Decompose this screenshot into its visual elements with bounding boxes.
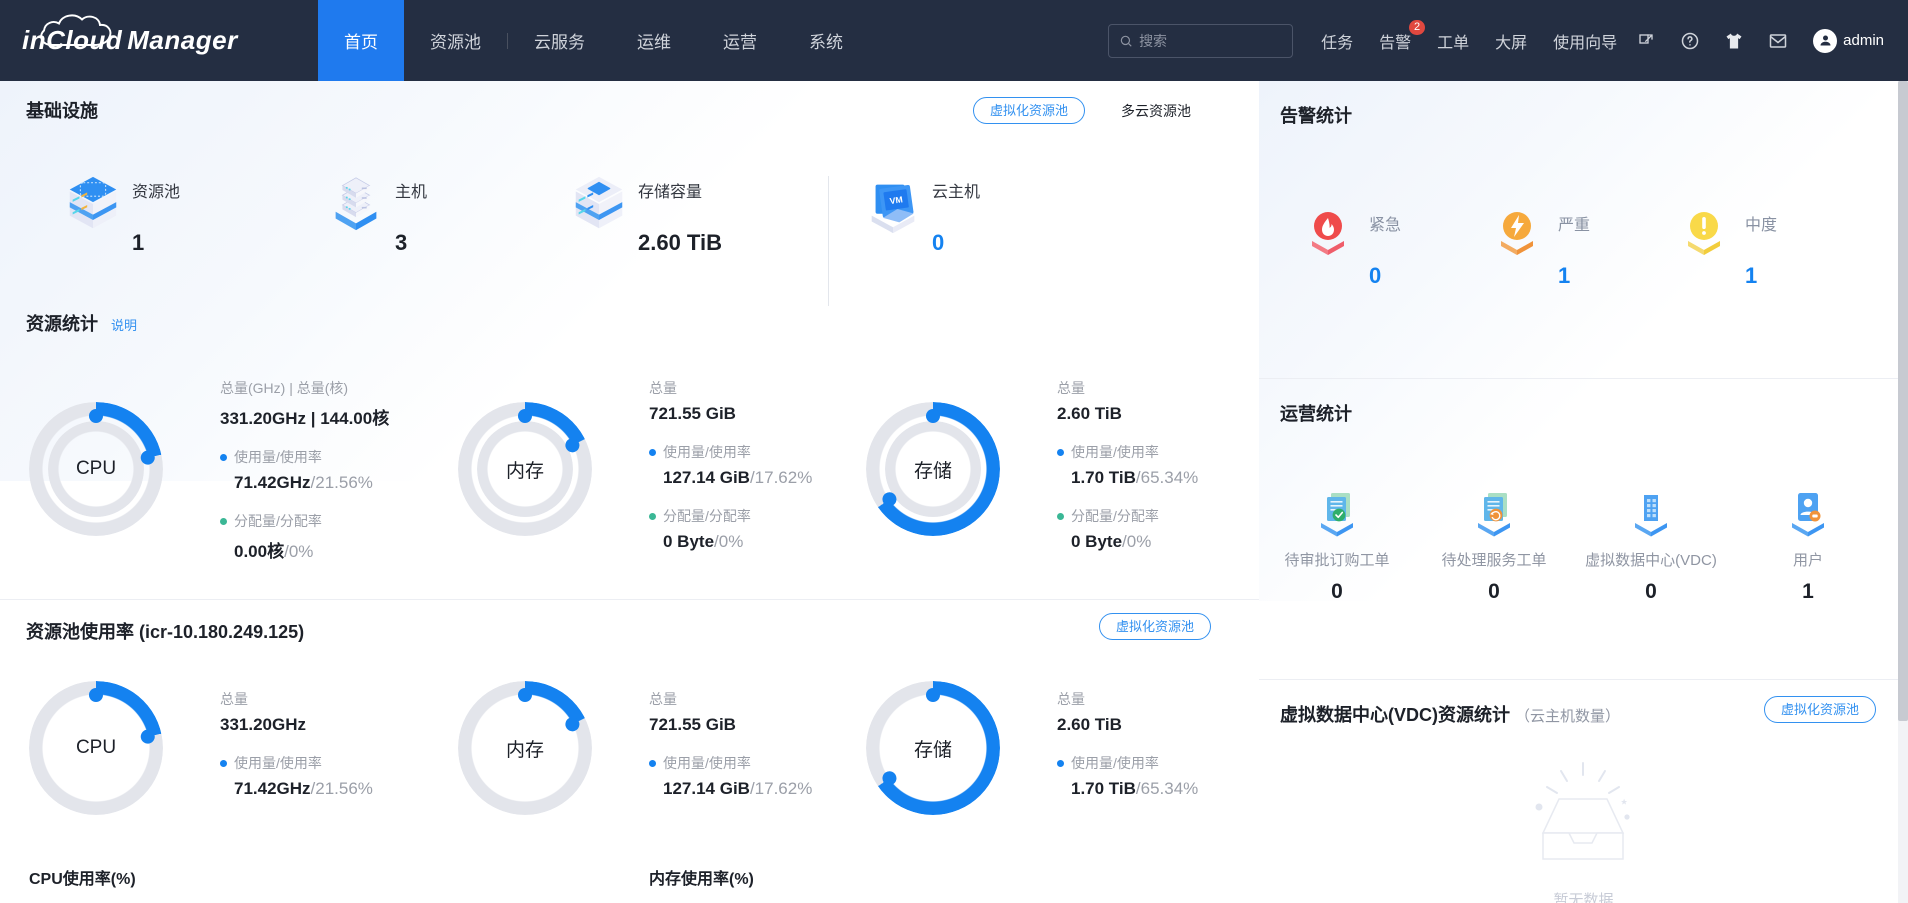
svg-text:VM: VM (889, 194, 903, 206)
